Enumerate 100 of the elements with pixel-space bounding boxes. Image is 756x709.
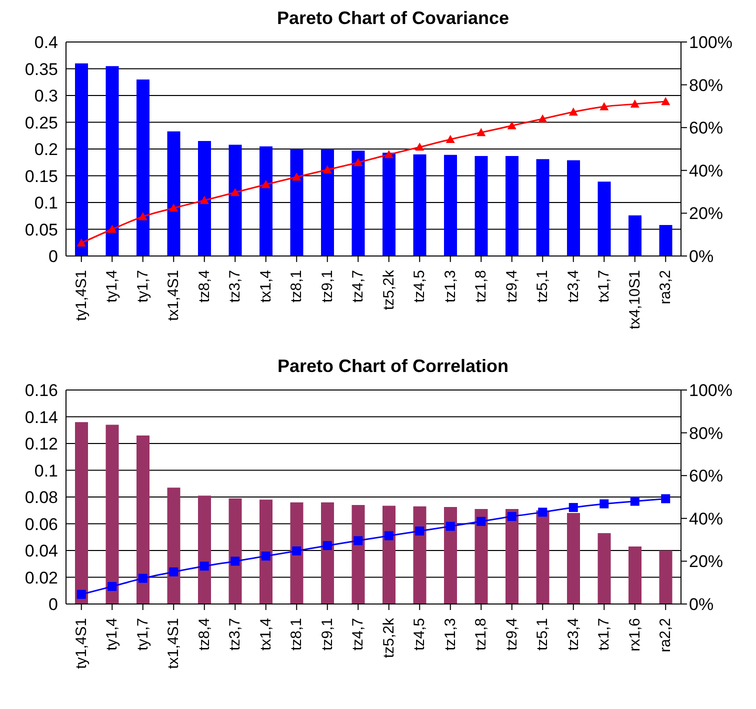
x-tick-label: tz8,1	[288, 270, 306, 303]
y-tick-label: 0.02	[24, 568, 58, 588]
point	[169, 204, 178, 212]
x-tick-label: tz8,1	[288, 618, 306, 651]
point	[538, 114, 548, 122]
bar	[75, 63, 88, 256]
bar	[659, 224, 672, 256]
bar	[628, 546, 642, 604]
bar	[352, 150, 365, 256]
x-tick-label: tx1,7	[596, 270, 613, 303]
point	[446, 134, 455, 143]
chart-title: Pareto Chart of Correlation	[276, 356, 510, 378]
point	[446, 522, 455, 531]
point	[354, 158, 363, 166]
bar	[413, 506, 426, 604]
bar	[106, 66, 119, 256]
bar	[444, 507, 457, 604]
x-tick-label: tx1,7	[596, 618, 613, 651]
x-tick-label: ra3,2	[657, 270, 674, 304]
bar	[136, 435, 150, 604]
y-tick-label: 0	[48, 247, 58, 266]
point	[322, 541, 332, 550]
y2-tick-label: 80%	[689, 424, 724, 443]
y2-tick-label: 20%	[689, 204, 724, 224]
x-tick-label: tx1,4S1	[165, 270, 182, 321]
x-tick-label: tz5,1	[534, 270, 552, 303]
bar	[474, 156, 488, 256]
point	[292, 172, 302, 181]
y-tick-label: 0.25	[24, 113, 58, 132]
bar	[628, 215, 642, 256]
point	[108, 582, 117, 591]
y-tick-label: 0.3	[34, 86, 58, 106]
point	[76, 238, 86, 247]
point	[507, 121, 516, 130]
bar	[106, 424, 119, 604]
point	[200, 562, 209, 571]
bar	[474, 509, 488, 604]
bar	[290, 149, 304, 256]
y-tick-label: 0.04	[24, 542, 58, 561]
x-tick-label: tz9,4	[503, 270, 520, 303]
x-tick-label: tx4,10S1	[626, 270, 644, 330]
y2-tick-label: 0%	[689, 595, 714, 614]
point	[630, 496, 640, 506]
x-tick-label: tz4,7	[350, 270, 367, 303]
bar	[567, 513, 580, 604]
x-tick-label: tz9,4	[503, 618, 520, 651]
x-tick-label: tx1,4S1	[165, 618, 182, 669]
bar	[598, 182, 611, 256]
bar	[290, 502, 304, 604]
point	[230, 556, 240, 566]
y-tick-label: 0.06	[24, 514, 58, 534]
x-tick-label: ty1,4S1	[72, 618, 90, 669]
bar	[260, 500, 272, 604]
point	[661, 494, 670, 504]
x-tick-label: tx1,4	[257, 270, 274, 303]
x-tick-label: tz3,7	[226, 270, 244, 303]
y-tick-label: 0.08	[24, 488, 58, 508]
bar	[536, 510, 550, 604]
x-tick-label: tz5,2k	[380, 270, 398, 310]
bar	[75, 422, 88, 604]
x-tick-label: tz1,8	[472, 618, 490, 651]
bar	[260, 146, 272, 256]
point	[230, 188, 240, 196]
bar	[659, 550, 672, 604]
chart-title: Pareto Chart of Covariance	[276, 8, 510, 30]
bar	[198, 140, 211, 256]
x-tick-label: tz1,3	[442, 270, 459, 303]
y2-tick-label: 20%	[689, 552, 724, 572]
x-tick-label: ty1,4S1	[72, 270, 90, 321]
point	[169, 567, 178, 576]
x-tick-label: ra2,2	[657, 618, 674, 652]
x-tick-label: ty1,4	[104, 270, 121, 303]
point	[292, 546, 302, 556]
bar	[167, 488, 180, 604]
bar	[321, 149, 334, 256]
x-tick-label: rx1,6	[626, 618, 644, 652]
bar	[382, 152, 396, 256]
point	[476, 516, 486, 526]
point	[568, 502, 578, 512]
y2-tick-label: 100%	[689, 33, 732, 52]
y-tick-label: 0.1	[34, 461, 58, 480]
point	[76, 590, 86, 599]
y2-tick-label: 60%	[689, 118, 724, 138]
y-tick-label: 0.35	[24, 60, 58, 79]
point	[538, 508, 548, 517]
y-tick-label: 0.4	[34, 33, 58, 52]
bar	[506, 156, 518, 256]
y2-tick-label: 60%	[689, 466, 724, 486]
x-tick-label: tz1,8	[472, 270, 490, 303]
point	[661, 96, 670, 106]
point	[415, 526, 424, 536]
y-tick-label: 0.15	[24, 166, 58, 186]
x-tick-label: tz1,3	[442, 618, 459, 651]
x-tick-label: tz3,7	[226, 618, 244, 651]
bar	[167, 131, 180, 256]
point	[600, 102, 609, 110]
x-tick-label: tz3,4	[564, 270, 582, 303]
y-tick-label: 0.16	[24, 381, 58, 400]
y-tick-label: 0.14	[24, 408, 58, 427]
point	[322, 165, 332, 174]
